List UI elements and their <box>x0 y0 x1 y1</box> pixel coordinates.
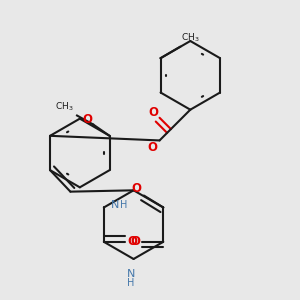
Text: H: H <box>127 278 134 287</box>
Text: N: N <box>110 200 119 210</box>
Text: O: O <box>127 235 137 248</box>
Text: N: N <box>126 268 135 278</box>
Text: CH$_3$: CH$_3$ <box>55 100 73 112</box>
Text: O: O <box>130 235 140 248</box>
Text: H: H <box>120 200 127 210</box>
Text: O: O <box>147 140 157 154</box>
Text: O: O <box>131 182 141 196</box>
Text: CH$_3$: CH$_3$ <box>182 32 200 44</box>
Text: O: O <box>83 112 93 126</box>
Text: O: O <box>148 106 158 119</box>
